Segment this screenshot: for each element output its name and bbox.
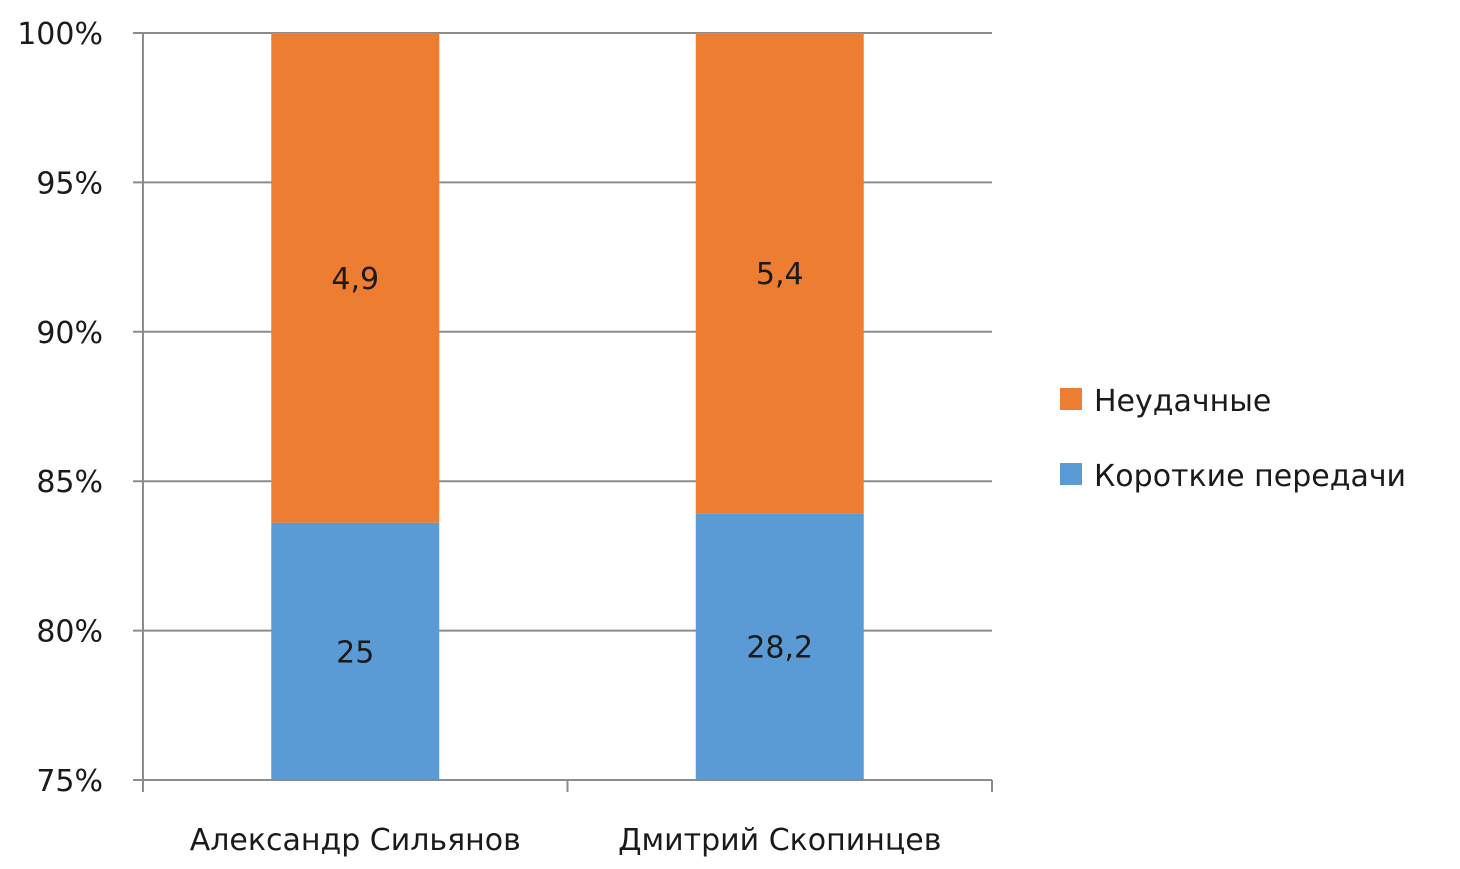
data-label: 4,9 (331, 262, 379, 297)
y-tick-label: 80% (36, 615, 103, 650)
bars (271, 33, 864, 780)
x-category-label: Дмитрий Скопинцев (618, 823, 941, 858)
data-label: 28,2 (746, 631, 813, 666)
y-tick-label: 75% (36, 764, 103, 799)
bar-segment-0-0 (271, 522, 440, 780)
y-tick-label: 100% (17, 17, 103, 52)
y-tick-label: 95% (36, 166, 103, 201)
y-tick-label: 90% (36, 316, 103, 351)
legend-label: Неудачные (1094, 384, 1271, 419)
y-tick-label: 85% (36, 465, 103, 500)
legend-label: Короткие передачи (1094, 459, 1406, 494)
bar-segment-1-0 (695, 513, 864, 780)
x-category-label: Александр Сильянов (190, 823, 521, 858)
data-label: 5,4 (756, 257, 804, 292)
legend: Неудачные Короткие передачи (1060, 384, 1406, 494)
legend-swatch (1060, 463, 1082, 485)
axes (142, 33, 993, 792)
labels: 75% 80% 85% 90% 95% 100% 25 4,9 Александр Сильян… (17, 17, 941, 858)
data-label: 25 (336, 635, 374, 670)
bar-segment-0-1 (271, 33, 440, 523)
bar-segment-1-1 (695, 33, 864, 514)
legend-swatch (1060, 388, 1082, 410)
